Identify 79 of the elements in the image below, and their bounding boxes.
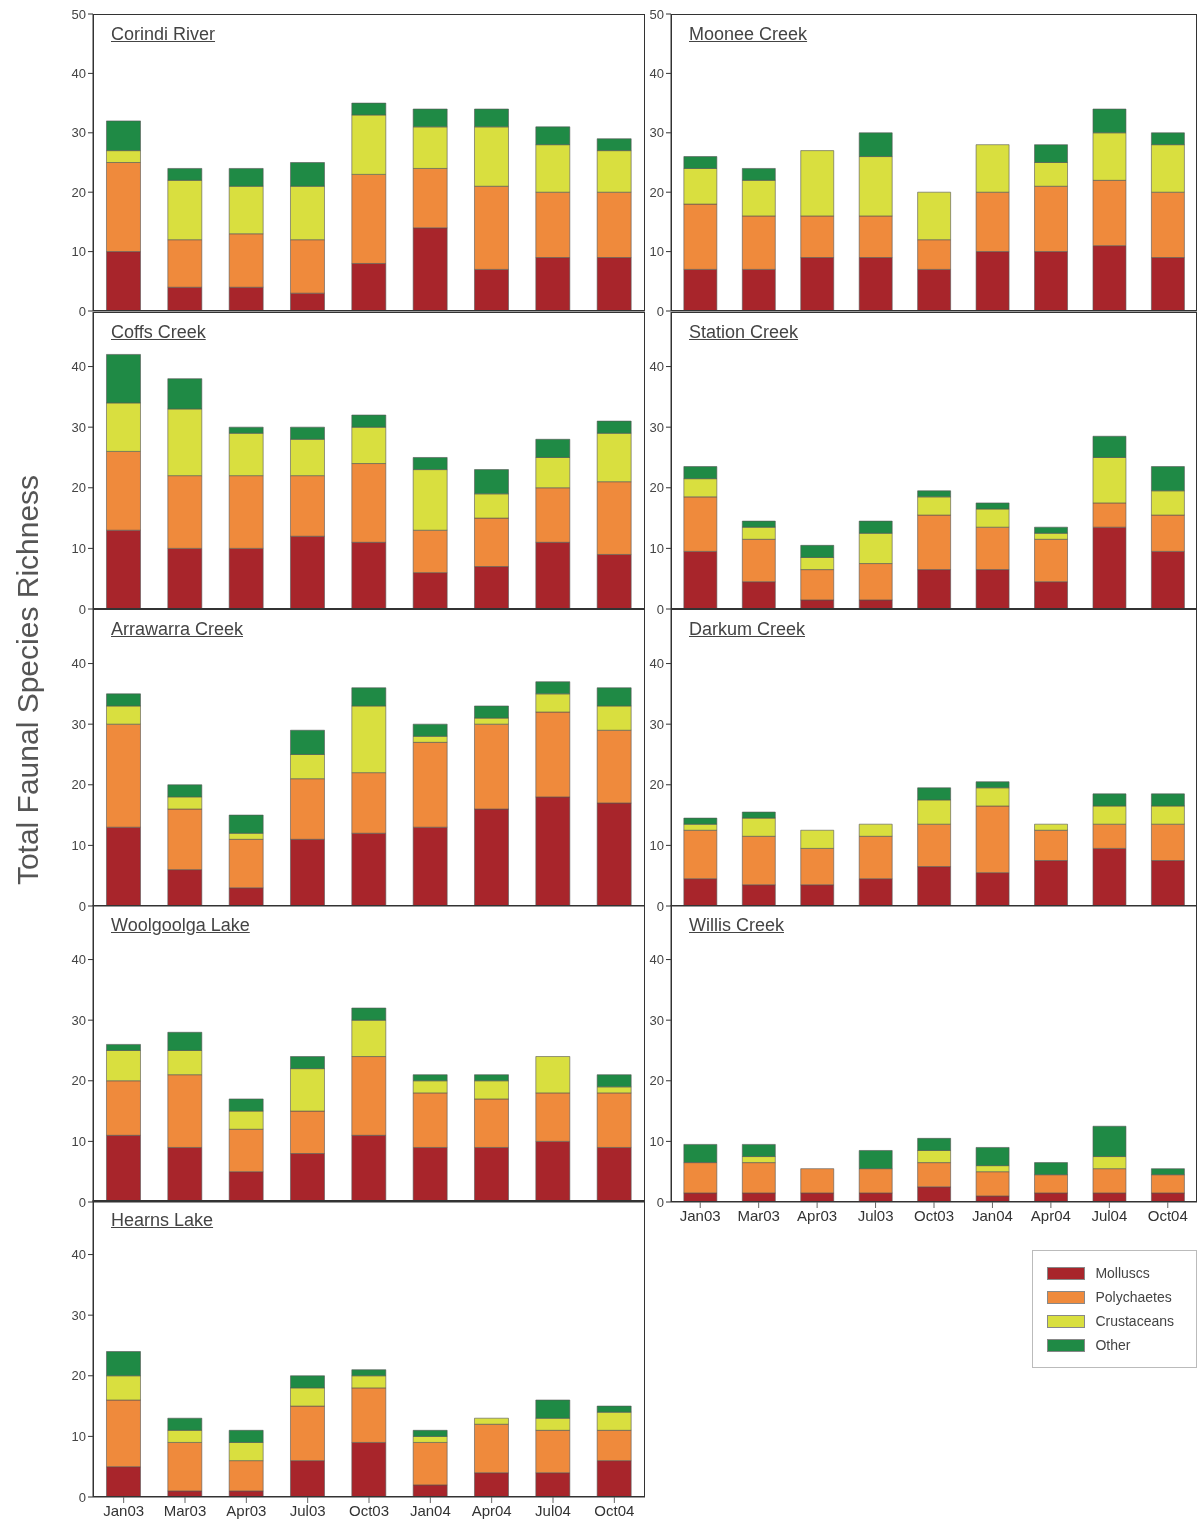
y-tick-label: 40	[649, 656, 664, 672]
y-tick-label: 10	[71, 541, 86, 556]
legend-label: Polychaetes	[1095, 1289, 1172, 1305]
y-tick-label: 40	[649, 952, 664, 968]
x-tick-label: Apr04	[471, 1501, 512, 1519]
y-tick-label: 0	[78, 1489, 86, 1505]
text: Darkum Creek	[689, 619, 806, 640]
y-tick-label: 30	[649, 716, 664, 732]
y-tick-label: 20	[71, 480, 86, 496]
x-tick-label: Oct03	[348, 1501, 390, 1519]
y-tick-label: 40	[649, 359, 664, 375]
y-tick-label: 10	[71, 1429, 86, 1444]
y-tick-label: 30	[649, 125, 664, 141]
y-tick-label: 30	[71, 419, 86, 435]
y-tick-label: 20	[71, 777, 86, 793]
y-tick-label: 40	[649, 66, 664, 82]
y-tick-label: 10	[71, 244, 86, 260]
y-tick-label: 30	[649, 1012, 664, 1028]
y-tick-label: 40	[71, 1247, 86, 1263]
x-tick-label: Apr04	[1030, 1206, 1071, 1224]
y-tick-label: 20	[71, 184, 86, 200]
y-tick-label: 10	[649, 244, 664, 260]
y-tick-label: 10	[649, 838, 664, 853]
text: Station Creek	[689, 322, 799, 343]
x-tick-label: Jul03	[289, 1501, 326, 1519]
y-tick-label: 10	[71, 838, 86, 853]
legend-label: Other	[1095, 1337, 1131, 1353]
y-tick-label: 30	[71, 1012, 86, 1028]
y-tick-label: 50	[71, 6, 86, 22]
y-tick-label: 40	[71, 359, 86, 375]
x-tick-label: Mar03	[163, 1501, 207, 1519]
y-tick-label: 0	[656, 1194, 664, 1210]
y-tick-label: 0	[656, 601, 664, 617]
y-tick-label: 20	[649, 480, 664, 496]
x-tick-label: Jan04	[409, 1501, 451, 1519]
x-tick-label: Oct03	[913, 1206, 955, 1224]
x-tick-label: Jan03	[679, 1206, 721, 1224]
y-axis-title: Total Faunal Species Richness	[10, 474, 45, 886]
x-tick-label: Jul04	[1091, 1206, 1128, 1224]
y-tick-label: 0	[78, 1194, 86, 1210]
y-tick-label: 40	[71, 656, 86, 672]
y-tick-label: 0	[656, 898, 664, 914]
legend-label: Crustaceans	[1095, 1313, 1174, 1329]
y-tick-label: 20	[649, 777, 664, 793]
text: Hearns Lake	[111, 1210, 214, 1231]
y-tick-label: 50	[649, 6, 664, 22]
y-tick-label: 0	[78, 898, 86, 914]
y-tick-label: 40	[71, 66, 86, 82]
x-tick-label: Apr03	[226, 1501, 267, 1519]
text: Woolgoolga Lake	[111, 915, 250, 936]
y-tick-label: 20	[649, 184, 664, 200]
y-tick-label: 30	[71, 125, 86, 141]
y-tick-label: 10	[71, 1134, 86, 1149]
y-tick-label: 30	[71, 716, 86, 732]
y-tick-label: 0	[656, 303, 664, 319]
x-tick-label: Oct04	[1147, 1206, 1188, 1224]
y-tick-label: 20	[71, 1368, 86, 1384]
x-tick-label: Jul04	[535, 1501, 571, 1519]
x-tick-label: Oct04	[594, 1501, 635, 1519]
y-tick-label: 40	[71, 952, 86, 968]
y-tick-label: 30	[71, 1307, 86, 1323]
y-tick-label: 10	[649, 541, 664, 556]
y-tick-label: 30	[649, 419, 664, 435]
x-tick-label: Jan03	[103, 1501, 145, 1519]
x-tick-label: Jan04	[972, 1206, 1013, 1224]
text: Moonee Creek	[689, 24, 808, 45]
y-tick-label: 20	[649, 1073, 664, 1089]
text: Coffs Creek	[111, 322, 206, 343]
y-tick-label: 10	[649, 1134, 664, 1149]
text: Corindi River	[111, 24, 216, 45]
y-tick-label: 20	[71, 1073, 86, 1089]
text: Arrawarra Creek	[111, 619, 244, 640]
x-tick-label: Mar03	[737, 1206, 780, 1224]
legend-label: Molluscs	[1095, 1265, 1150, 1281]
y-tick-label: 0	[78, 601, 86, 617]
text: Willis Creek	[689, 915, 785, 936]
x-tick-label: Jul03	[857, 1206, 894, 1224]
y-tick-label: 0	[78, 303, 86, 319]
x-tick-label: Apr03	[797, 1206, 838, 1224]
